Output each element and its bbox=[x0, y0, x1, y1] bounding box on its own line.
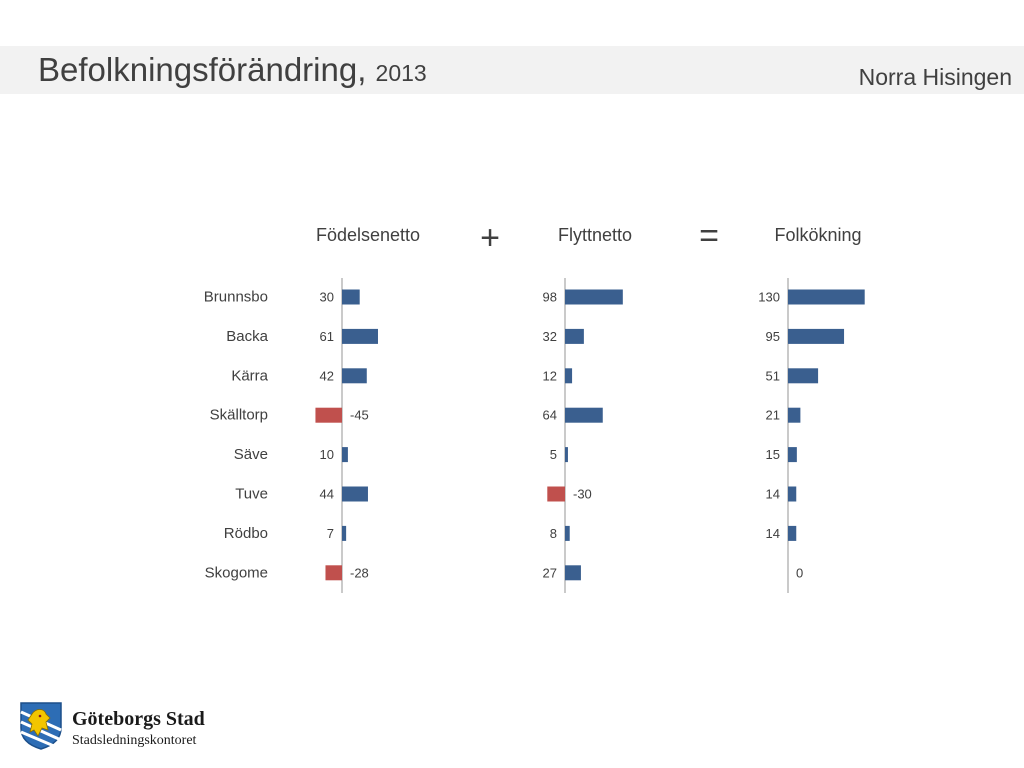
data-label: 98 bbox=[543, 290, 557, 305]
bar bbox=[565, 407, 603, 423]
data-label: 30 bbox=[320, 290, 334, 305]
title-year: 2013 bbox=[375, 60, 427, 86]
category-label: Brunnsbo bbox=[204, 289, 268, 306]
data-label: 42 bbox=[320, 368, 334, 383]
category-label: Skälltorp bbox=[210, 407, 268, 424]
series-header: Flyttnetto bbox=[558, 225, 632, 245]
category-label: Kärra bbox=[231, 367, 268, 384]
bar bbox=[788, 447, 797, 463]
header-band bbox=[0, 46, 1024, 94]
bar bbox=[565, 289, 623, 305]
series-header: Födelsenetto bbox=[316, 225, 420, 245]
data-label: 64 bbox=[543, 408, 557, 423]
bar bbox=[565, 565, 581, 581]
data-label: 130 bbox=[758, 290, 780, 305]
data-label: -30 bbox=[573, 487, 592, 502]
bar bbox=[788, 486, 797, 502]
data-label: 8 bbox=[550, 526, 557, 541]
category-label: Säve bbox=[234, 446, 268, 463]
data-label: 0 bbox=[796, 565, 803, 580]
data-label: 14 bbox=[766, 526, 780, 541]
series-header: Folkökning bbox=[774, 225, 861, 245]
logo-name: Göteborgs Stad bbox=[72, 708, 205, 730]
bar bbox=[342, 525, 347, 541]
category-label: Backa bbox=[226, 328, 268, 345]
bar bbox=[342, 486, 368, 502]
data-label: 15 bbox=[766, 447, 780, 462]
logo-subtitle: Stadsledningskontoret bbox=[72, 733, 197, 748]
bar bbox=[325, 565, 342, 581]
title-text: Befolkningsförändring, bbox=[38, 51, 367, 88]
bar bbox=[565, 525, 570, 541]
category-label: Tuve bbox=[235, 486, 268, 503]
data-label: -28 bbox=[350, 565, 369, 580]
bar bbox=[788, 407, 801, 423]
data-label: 10 bbox=[320, 447, 334, 462]
bar bbox=[342, 447, 348, 463]
data-label: 7 bbox=[327, 526, 334, 541]
bar bbox=[788, 368, 819, 384]
data-label: -45 bbox=[350, 408, 369, 423]
bar bbox=[315, 407, 342, 423]
bar bbox=[788, 289, 865, 305]
data-label: 95 bbox=[766, 329, 780, 344]
data-label: 27 bbox=[543, 565, 557, 580]
data-label: 21 bbox=[766, 408, 780, 423]
data-label: 32 bbox=[543, 329, 557, 344]
goteborg-coat-of-arms-logo bbox=[20, 702, 62, 750]
data-label: 5 bbox=[550, 447, 557, 462]
data-label: 12 bbox=[543, 368, 557, 383]
equals-operator: = bbox=[699, 217, 719, 255]
data-label: 51 bbox=[766, 368, 780, 383]
bar bbox=[788, 525, 797, 541]
bar bbox=[788, 328, 845, 344]
bar bbox=[565, 368, 573, 384]
bar bbox=[565, 328, 584, 344]
region-label: Norra Hisingen bbox=[858, 64, 1012, 90]
page-title: Befolkningsförändring, 2013 bbox=[38, 48, 427, 95]
plus-operator: + bbox=[480, 219, 500, 257]
data-label: 14 bbox=[766, 487, 780, 502]
bar bbox=[342, 289, 360, 305]
data-label: 61 bbox=[320, 329, 334, 344]
category-label: Skogome bbox=[205, 564, 268, 581]
bar bbox=[342, 328, 378, 344]
bar bbox=[547, 486, 565, 502]
bar bbox=[342, 368, 367, 384]
category-label: Rödbo bbox=[224, 525, 268, 542]
bar bbox=[565, 447, 568, 463]
data-label: 44 bbox=[320, 487, 334, 502]
population-change-chart: Brunnsbo Backa Kärra Skälltorp Säve Tuve Rödbo… bbox=[204, 217, 865, 593]
